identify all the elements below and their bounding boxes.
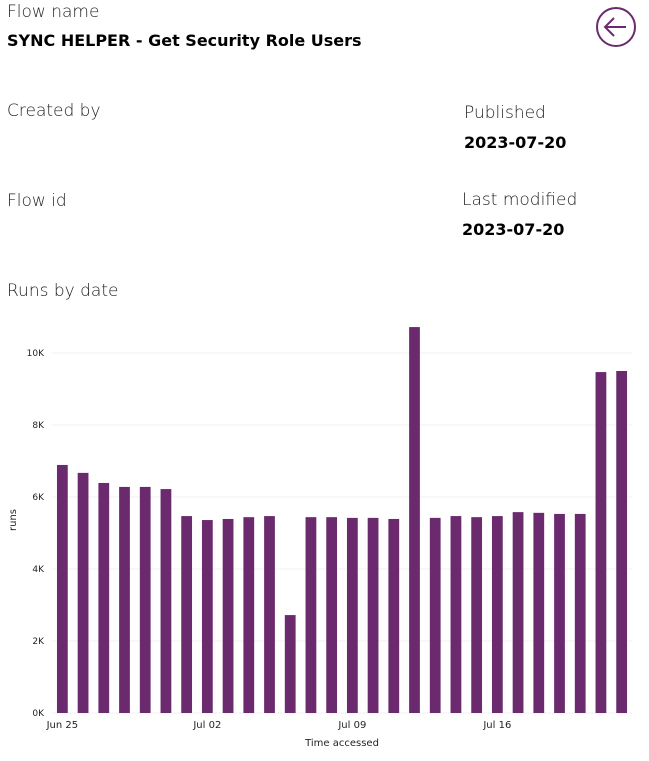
- bar: [77, 472, 89, 713]
- bar: [409, 327, 420, 713]
- bar: [491, 516, 503, 713]
- bar: [512, 512, 524, 713]
- y-tick-label: 2K: [32, 637, 45, 647]
- bar: [160, 489, 172, 713]
- x-tick-label: Jun 25: [46, 720, 79, 731]
- y-axis-label: runs: [8, 509, 19, 531]
- bar: [139, 486, 151, 713]
- bar: [533, 512, 545, 713]
- x-tick-label: Jul 16: [482, 720, 511, 731]
- field-value: SYNC HELPER - Get Security Role Users: [7, 31, 362, 50]
- y-tick-label: 6K: [32, 493, 45, 503]
- bar: [222, 518, 234, 713]
- bar: [346, 517, 358, 713]
- bar: [56, 464, 68, 713]
- bar: [284, 615, 296, 713]
- y-tick-label: 4K: [32, 565, 45, 575]
- field-value: 2023-07-20: [464, 133, 567, 152]
- field-label: Created by: [7, 101, 101, 121]
- x-tick-label: Jul 09: [337, 720, 366, 731]
- bar: [201, 520, 213, 713]
- y-tick-label: 10K: [27, 349, 45, 359]
- bar: [595, 372, 607, 713]
- back-button[interactable]: [595, 6, 637, 48]
- bar: [429, 517, 441, 713]
- y-tick-label: 0K: [32, 709, 45, 719]
- bar: [471, 517, 483, 713]
- bar: [388, 518, 400, 713]
- bar: [98, 482, 110, 713]
- bar: [305, 517, 317, 713]
- bar: [554, 513, 565, 713]
- bar: [450, 516, 462, 713]
- back-arrow[interactable]: [603, 17, 626, 37]
- bar: [119, 486, 130, 713]
- bar: [181, 516, 193, 713]
- x-axis-label: Time accessed: [304, 738, 379, 749]
- field-label: Last modified: [462, 190, 578, 210]
- section-heading: Runs by date: [7, 281, 119, 301]
- bar: [264, 516, 275, 713]
- x-tick-label: Jul 02: [192, 720, 221, 731]
- bar: [574, 513, 586, 713]
- bar: [326, 517, 338, 713]
- field-label: Flow id: [7, 191, 67, 211]
- y-tick-label: 8K: [32, 421, 45, 431]
- bar: [243, 517, 255, 713]
- field-label: Flow name: [7, 2, 100, 22]
- bar: [367, 517, 379, 713]
- field-label: Published: [464, 103, 546, 123]
- back-circle[interactable]: [596, 7, 636, 47]
- bar: [616, 371, 628, 713]
- field-value: 2023-07-20: [462, 220, 565, 239]
